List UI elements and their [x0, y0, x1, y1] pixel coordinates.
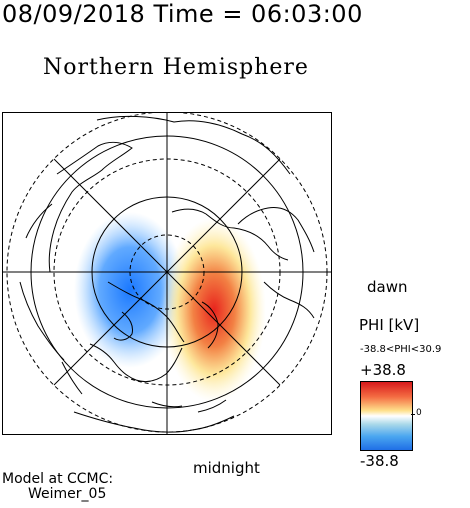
- island-outline: [113, 311, 133, 341]
- coastlines: [19, 115, 315, 433]
- colorbar: [360, 381, 413, 451]
- coastline-north-east: [171, 208, 289, 261]
- meridian-lines: [2, 112, 332, 435]
- coastline-far-west: [19, 203, 65, 361]
- coastline-east-lower: [263, 281, 315, 319]
- negative-potential-cell: [74, 212, 186, 368]
- date-time-title: 08/09/2018 Time = 06:03:00: [2, 0, 363, 28]
- colorbar-max-label: +38.8: [360, 361, 406, 379]
- hemisphere-title: Northern Hemisphere: [43, 55, 309, 80]
- coastline-south: [73, 411, 235, 433]
- midnight-label: midnight: [193, 459, 260, 477]
- colorbar-range-text: -38.8<PHI<30.9: [360, 344, 442, 355]
- dawn-label: dawn: [367, 278, 408, 296]
- coastline-south-inner: [89, 343, 183, 383]
- coastline-inner-east: [201, 301, 219, 349]
- map-border: [2, 112, 332, 435]
- model-credit-line2: Weimer_05: [28, 486, 107, 502]
- coastline-fragments: [151, 399, 227, 413]
- polar-map: [2, 112, 332, 435]
- colorbar-title: PHI [kV]: [359, 316, 420, 334]
- coastline-west: [48, 141, 133, 273]
- colorbar-zero-tick: [411, 414, 415, 415]
- coastline-east-upper: [237, 207, 315, 253]
- model-credit-line1: Model at CCMC:: [2, 471, 114, 487]
- coastline-southwest: [61, 361, 83, 395]
- coastline-center: [107, 281, 185, 343]
- meridian-diagonal: [53, 158, 281, 386]
- positive-potential-cell: [162, 218, 266, 402]
- coastline-arctic-north: [96, 115, 291, 175]
- colorbar-min-label: -38.8: [360, 452, 399, 470]
- colorbar-zero-label: 0: [416, 408, 422, 418]
